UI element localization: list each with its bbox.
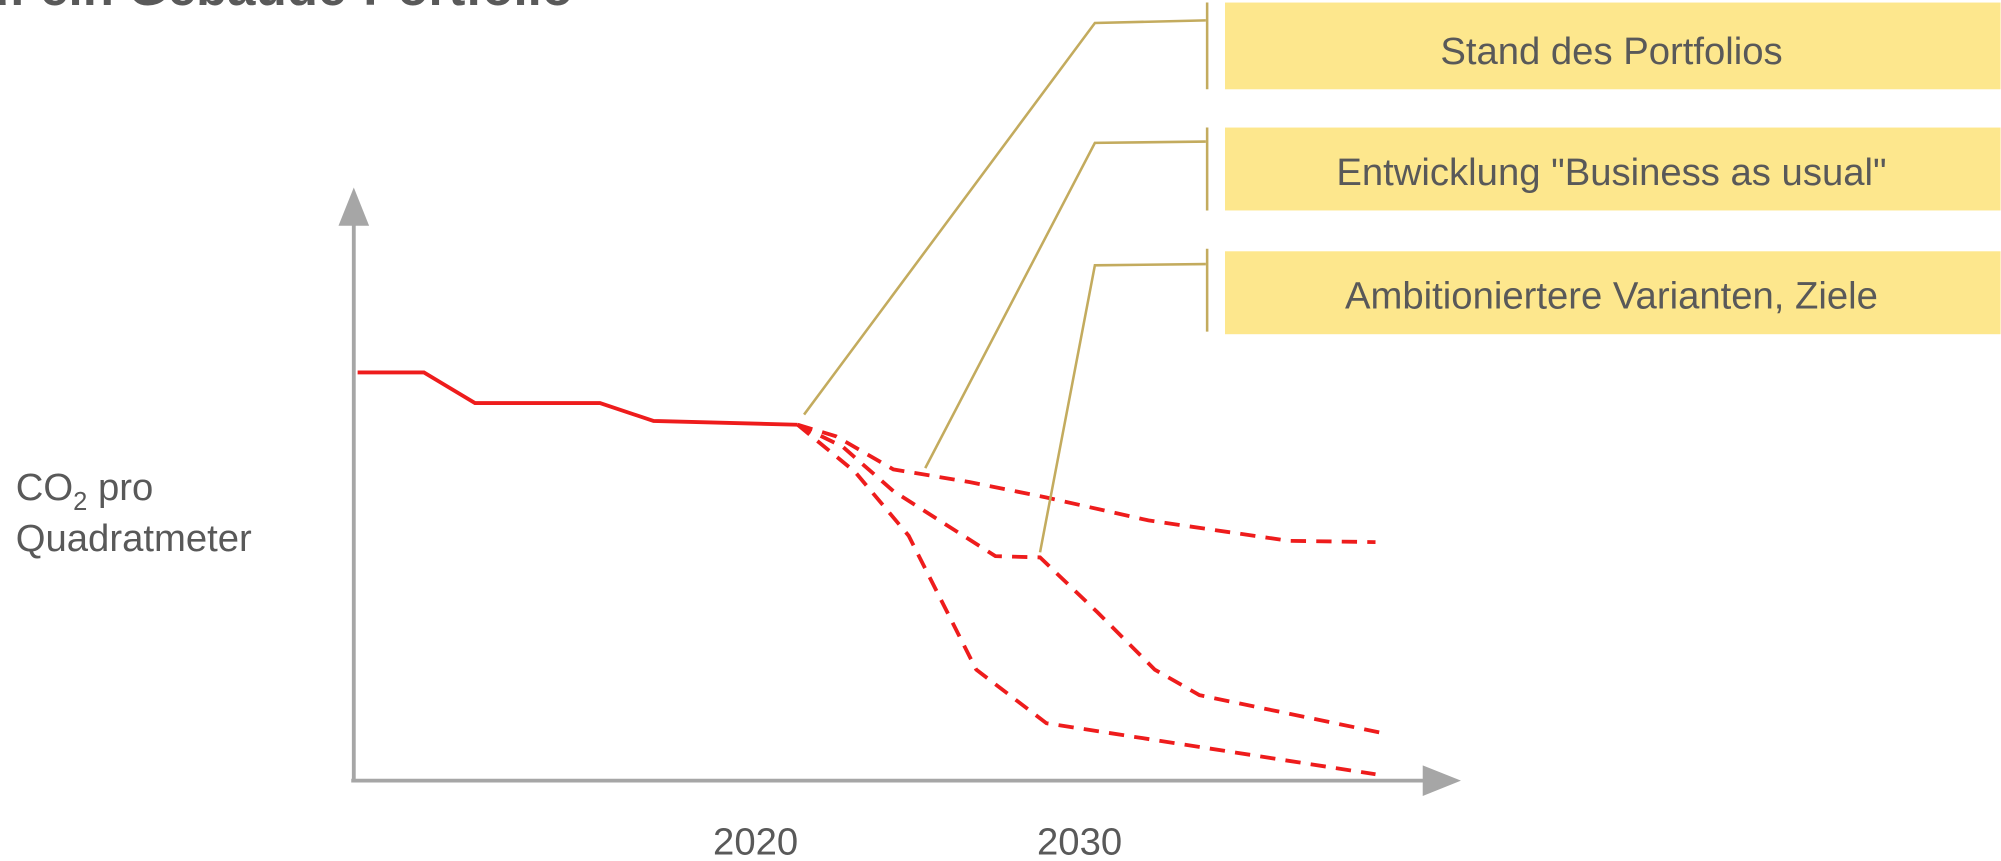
callout-text: Entwicklung "Business as usual" bbox=[1336, 151, 1886, 194]
callout-text: Ambitioniertere Varianten, Ziele bbox=[1345, 275, 1878, 318]
history-line bbox=[357, 370, 798, 427]
y-axis-label: CO2 pro bbox=[16, 466, 153, 516]
label-sub: 2 bbox=[73, 488, 87, 516]
callout-box bbox=[1224, 2, 2001, 90]
callout-box bbox=[1224, 251, 2001, 335]
x-axis-label: 2020 bbox=[713, 821, 798, 861]
scenario-line bbox=[796, 423, 1385, 736]
callout-text: Stand des Portfolios bbox=[1440, 30, 1782, 73]
scenario-line bbox=[796, 423, 1376, 777]
callout-connectors bbox=[803, 2, 1209, 553]
x-axis-label: 2030 bbox=[1037, 821, 1122, 861]
y-axis-label: Quadratmeter bbox=[16, 517, 252, 560]
callout-box bbox=[1224, 127, 2001, 211]
label-part: pro bbox=[87, 466, 153, 509]
title: auf ein Gebäude-Portfolio bbox=[0, 0, 573, 16]
label-part: CO bbox=[16, 466, 73, 509]
